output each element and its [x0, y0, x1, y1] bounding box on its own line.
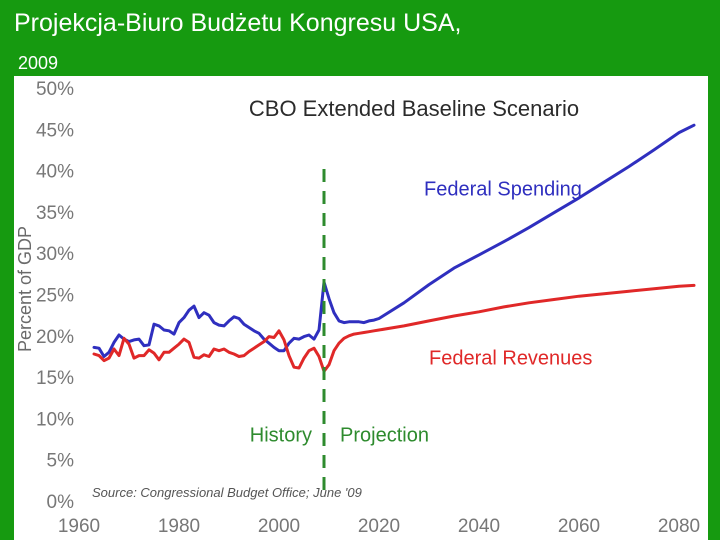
x-tick-label: 2000 [258, 516, 300, 537]
series-lines [92, 123, 696, 373]
y-tick-label: 0% [47, 492, 75, 513]
projection-label: Projection [340, 425, 429, 447]
y-tick-label: 30% [36, 244, 74, 265]
y-tick-label: 10% [36, 409, 74, 430]
chart-panel: CBO Extended Baseline Scenario Percent o… [14, 76, 708, 540]
federal-spending-line [92, 123, 696, 358]
x-axis-ticks: 1960 1980 2000 2020 2040 2060 2080 [58, 516, 700, 537]
x-tick-label: 2040 [458, 516, 500, 537]
y-axis-label: Percent of GDP [15, 226, 35, 352]
x-tick-label: 2020 [358, 516, 400, 537]
y-tick-label: 15% [36, 368, 74, 389]
line-chart: CBO Extended Baseline Scenario Percent o… [15, 79, 700, 537]
chart-title: CBO Extended Baseline Scenario [249, 96, 579, 121]
slide-title: Projekcja-Biuro Budżetu Kongresu USA, [14, 9, 462, 37]
y-tick-label: 50% [36, 79, 74, 100]
y-tick-label: 45% [36, 120, 74, 141]
x-tick-label: 1980 [158, 516, 200, 537]
x-tick-label: 2080 [658, 516, 700, 537]
y-axis-ticks: 0% 5% 10% 15% 20% 25% 30% 35% 40% 45% 50% [36, 79, 74, 513]
y-tick-label: 20% [36, 327, 74, 348]
y-tick-label: 25% [36, 286, 74, 307]
history-label: History [250, 425, 312, 447]
federal-spending-label: Federal Spending [424, 178, 582, 200]
x-tick-label: 2060 [558, 516, 600, 537]
source-note: Source: Congressional Budget Office; Jun… [92, 485, 362, 500]
federal-revenues-label: Federal Revenues [429, 348, 592, 370]
slide-year: 2009 [18, 53, 59, 73]
y-tick-label: 35% [36, 203, 74, 224]
y-tick-label: 5% [47, 451, 75, 472]
y-tick-label: 40% [36, 162, 74, 183]
federal-revenues-line [92, 283, 696, 373]
x-tick-label: 1960 [58, 516, 100, 537]
